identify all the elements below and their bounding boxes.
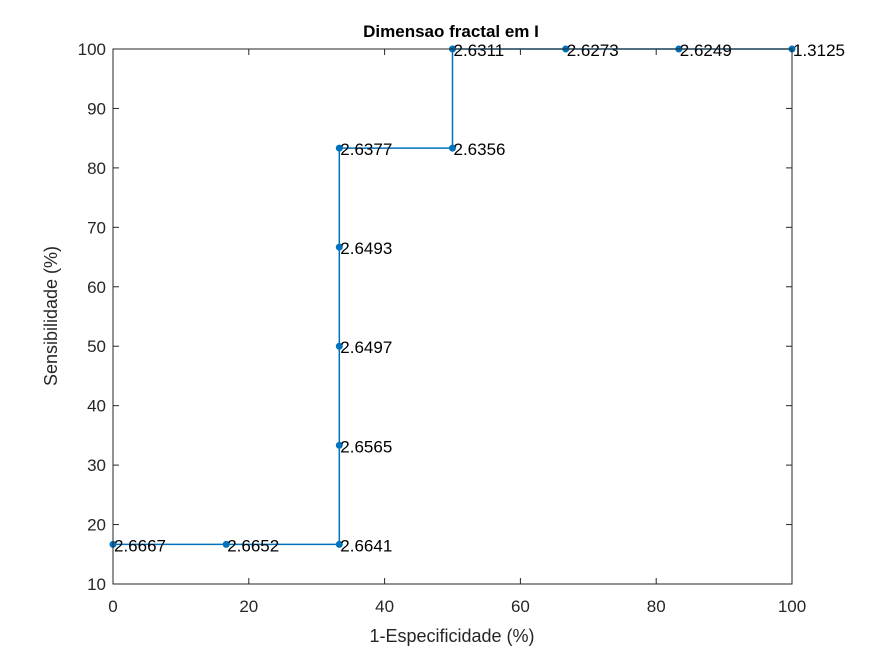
data-marker bbox=[335, 540, 343, 548]
x-tick-label: 60 bbox=[511, 597, 530, 616]
y-axis-label: Sensibilidade (%) bbox=[41, 246, 61, 386]
y-tick-label: 80 bbox=[87, 159, 106, 178]
data-label: 2.6652 bbox=[227, 536, 279, 555]
x-tick-label: 100 bbox=[778, 597, 806, 616]
plot-border bbox=[112, 48, 793, 585]
data-marker bbox=[335, 243, 343, 251]
y-tick-label: 20 bbox=[87, 516, 106, 535]
x-axis-label: 1-Especificidade (%) bbox=[369, 626, 534, 646]
y-tick-label: 30 bbox=[87, 456, 106, 475]
y-tick-label: 50 bbox=[87, 337, 106, 356]
axis-tick-labels: 0 20 40 60 80 100 10 20 30 40 50 60 70 80 90 100 bbox=[78, 40, 807, 616]
data-label: 2.6311 bbox=[454, 41, 505, 60]
data-marker bbox=[449, 144, 456, 152]
x-tick-label: 20 bbox=[239, 597, 258, 616]
data-marker bbox=[335, 441, 343, 449]
data-label: 2.6565 bbox=[340, 437, 392, 456]
data-label: 2.6667 bbox=[114, 536, 166, 555]
y-tick-label: 90 bbox=[87, 99, 106, 118]
data-marker bbox=[335, 144, 343, 152]
y-tick-label: 100 bbox=[78, 40, 106, 59]
y-tick-label: 60 bbox=[87, 278, 106, 297]
data-label: 2.6497 bbox=[340, 338, 392, 357]
data-label: 2.6641 bbox=[340, 536, 392, 555]
y-tick-label: 10 bbox=[87, 575, 106, 594]
y-tick-label: 40 bbox=[87, 397, 106, 416]
data-labels: 2.6667 2.6652 2.6641 2.6565 2.6497 2.6493 2.63… bbox=[114, 41, 845, 555]
chart-title: Dimensao fractal em I bbox=[363, 22, 539, 41]
data-label: 2.6356 bbox=[454, 140, 506, 159]
x-tick-label: 0 bbox=[108, 597, 117, 616]
data-label: 1.3125 bbox=[793, 41, 845, 60]
data-label: 2.6377 bbox=[340, 140, 392, 159]
x-tick-label: 40 bbox=[375, 597, 394, 616]
data-label: 2.6249 bbox=[680, 41, 732, 60]
x-tick-label: 80 bbox=[647, 597, 666, 616]
data-marker bbox=[335, 342, 343, 350]
data-label: 2.6493 bbox=[340, 239, 392, 258]
data-marker bbox=[222, 540, 230, 548]
data-label: 2.6273 bbox=[567, 41, 619, 60]
y-tick-label: 70 bbox=[87, 218, 106, 237]
